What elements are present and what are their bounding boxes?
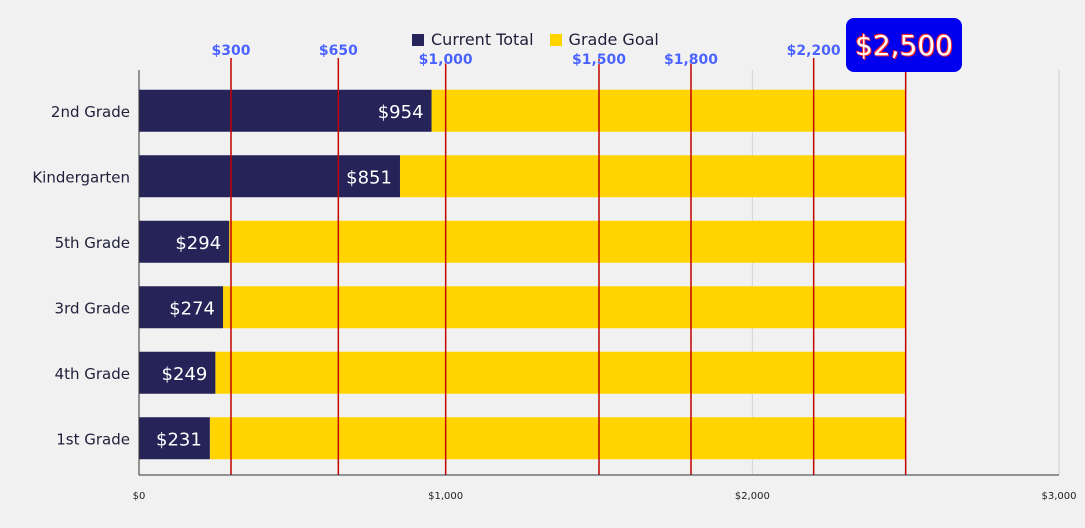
data-label: $954 bbox=[378, 102, 424, 123]
bar-current-total bbox=[139, 220, 230, 263]
data-label: $851 bbox=[346, 167, 392, 188]
legend-item-grade-goal: Grade Goal bbox=[549, 30, 659, 49]
bar-current-total bbox=[139, 89, 432, 132]
bar-current-total bbox=[139, 286, 224, 329]
legend-label-grade-goal: Grade Goal bbox=[568, 30, 659, 49]
data-label: $274 bbox=[169, 298, 215, 319]
bar-grade-goal bbox=[209, 417, 906, 460]
x-tick-label: $3,000 bbox=[1042, 491, 1077, 502]
data-label: $249 bbox=[162, 364, 208, 385]
milestone-label: $2,200 bbox=[787, 43, 841, 59]
legend-swatch-current-total bbox=[412, 33, 424, 46]
bar-grade-goal bbox=[215, 351, 906, 394]
category-label: 3rd Grade bbox=[55, 299, 130, 317]
data-label: $294 bbox=[175, 233, 221, 254]
data-label: $231 bbox=[156, 429, 202, 450]
x-tick-label: $2,000 bbox=[735, 491, 770, 502]
milestone-label: $1,800 bbox=[664, 52, 718, 68]
bar-current-total bbox=[139, 155, 400, 198]
bar-current-total bbox=[139, 417, 210, 460]
category-label: 2nd Grade bbox=[51, 103, 130, 121]
legend-label-current-total: Current Total bbox=[431, 30, 534, 49]
category-label: 5th Grade bbox=[55, 234, 130, 252]
x-tick-label: $0 bbox=[133, 491, 146, 502]
milestone-label: $650 bbox=[319, 43, 358, 59]
milestone-label: $1,500 bbox=[572, 52, 626, 68]
bar-grade-goal bbox=[229, 220, 906, 263]
category-label: Kindergarten bbox=[32, 168, 130, 186]
legend-swatch-grade-goal bbox=[549, 33, 562, 46]
goal-badge: $2,500 bbox=[846, 18, 962, 72]
x-tick-label: $1,000 bbox=[428, 491, 463, 502]
milestone-label: $1,000 bbox=[419, 52, 473, 68]
legend-item-current-total: Current Total bbox=[412, 30, 534, 49]
bar-grade-goal bbox=[431, 89, 906, 132]
category-label: 1st Grade bbox=[56, 430, 130, 448]
milestone-label: $300 bbox=[212, 43, 251, 59]
chart-legend: Current Total Grade Goal bbox=[412, 30, 659, 49]
bar-grade-goal bbox=[399, 155, 906, 198]
bar-grade-goal bbox=[223, 286, 906, 329]
category-label: 4th Grade bbox=[55, 365, 130, 383]
bar-current-total bbox=[139, 351, 216, 394]
